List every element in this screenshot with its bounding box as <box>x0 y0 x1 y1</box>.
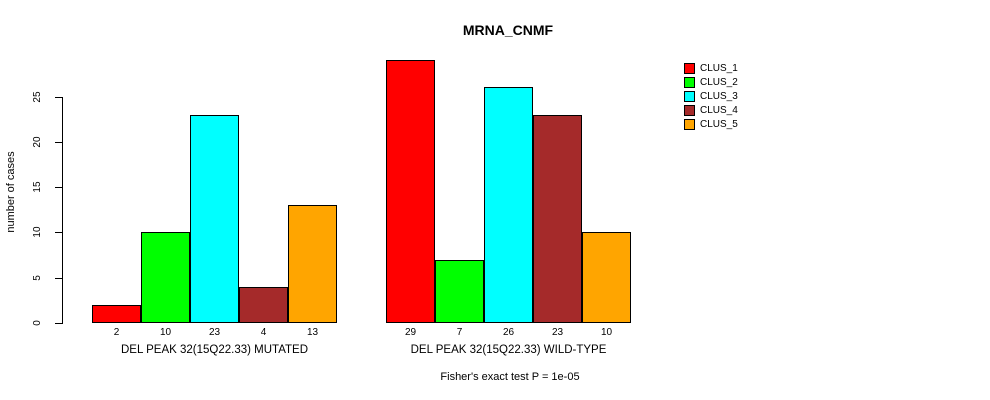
legend-item: CLUS_4 <box>684 105 764 117</box>
legend-label: CLUS_4 <box>700 105 738 116</box>
chart-title: MRNA_CNMF <box>462 22 554 38</box>
legend-label: CLUS_3 <box>700 91 738 102</box>
y-tick-label: 0 <box>32 320 43 326</box>
bar-clus_2-group2 <box>435 259 484 323</box>
y-axis-line <box>62 96 63 324</box>
y-tick-label: 5 <box>32 274 43 281</box>
y-tick <box>55 141 62 143</box>
bar-value-label: 4 <box>260 327 267 338</box>
y-tick-label: 15 <box>32 181 43 193</box>
legend-label: CLUS_1 <box>700 63 738 74</box>
bar-value-label: 26 <box>502 327 515 338</box>
group-label: DEL PEAK 32(15Q22.33) WILD-TYPE <box>410 344 607 356</box>
legend-label: CLUS_2 <box>700 77 738 88</box>
bar-value-label: 13 <box>306 327 319 338</box>
bar-value-label: 10 <box>600 327 613 338</box>
bar-clus_3-group2 <box>484 87 533 323</box>
bar-value-label: 29 <box>404 327 417 338</box>
y-tick <box>55 96 62 98</box>
y-tick <box>55 187 62 189</box>
bar-clus_1-group2 <box>386 60 435 323</box>
group-label: DEL PEAK 32(15Q22.33) MUTATED <box>120 344 309 356</box>
legend-item: CLUS_5 <box>684 119 764 131</box>
bar-clus_1-group1 <box>92 304 141 323</box>
legend-swatch-clus_2 <box>684 77 695 88</box>
legend-swatch-clus_3 <box>684 91 695 102</box>
legend-item: CLUS_1 <box>684 63 764 75</box>
legend-swatch-clus_5 <box>684 119 695 130</box>
bar-value-label: 23 <box>208 327 221 338</box>
bar-clus_4-group2 <box>533 114 582 323</box>
y-tick-label: 10 <box>32 226 43 238</box>
bar-clus_5-group2 <box>582 232 631 323</box>
y-tick-label: 25 <box>32 90 43 103</box>
fisher-test-annotation: Fisher's exact test P = 1e-05 <box>440 371 580 383</box>
bar-value-label: 7 <box>456 327 463 338</box>
bar-clus_3-group1 <box>190 114 239 323</box>
y-tick <box>55 323 62 324</box>
bar-clus_2-group1 <box>141 232 190 323</box>
bar-clus_5-group1 <box>288 205 337 323</box>
bar-clus_4-group1 <box>239 286 288 323</box>
legend-item: CLUS_2 <box>684 77 764 89</box>
y-tick <box>55 232 62 234</box>
legend-label: CLUS_5 <box>700 119 738 130</box>
legend-swatch-clus_1 <box>684 63 695 74</box>
y-tick <box>55 277 62 279</box>
legend-item: CLUS_3 <box>684 91 764 103</box>
y-tick-label: 20 <box>32 136 43 148</box>
bar-value-label: 2 <box>113 327 120 338</box>
y-axis-label: number of cases <box>5 151 17 233</box>
bar-value-label: 23 <box>551 327 564 338</box>
legend-swatch-clus_4 <box>684 105 695 116</box>
bar-value-label: 10 <box>159 327 172 338</box>
